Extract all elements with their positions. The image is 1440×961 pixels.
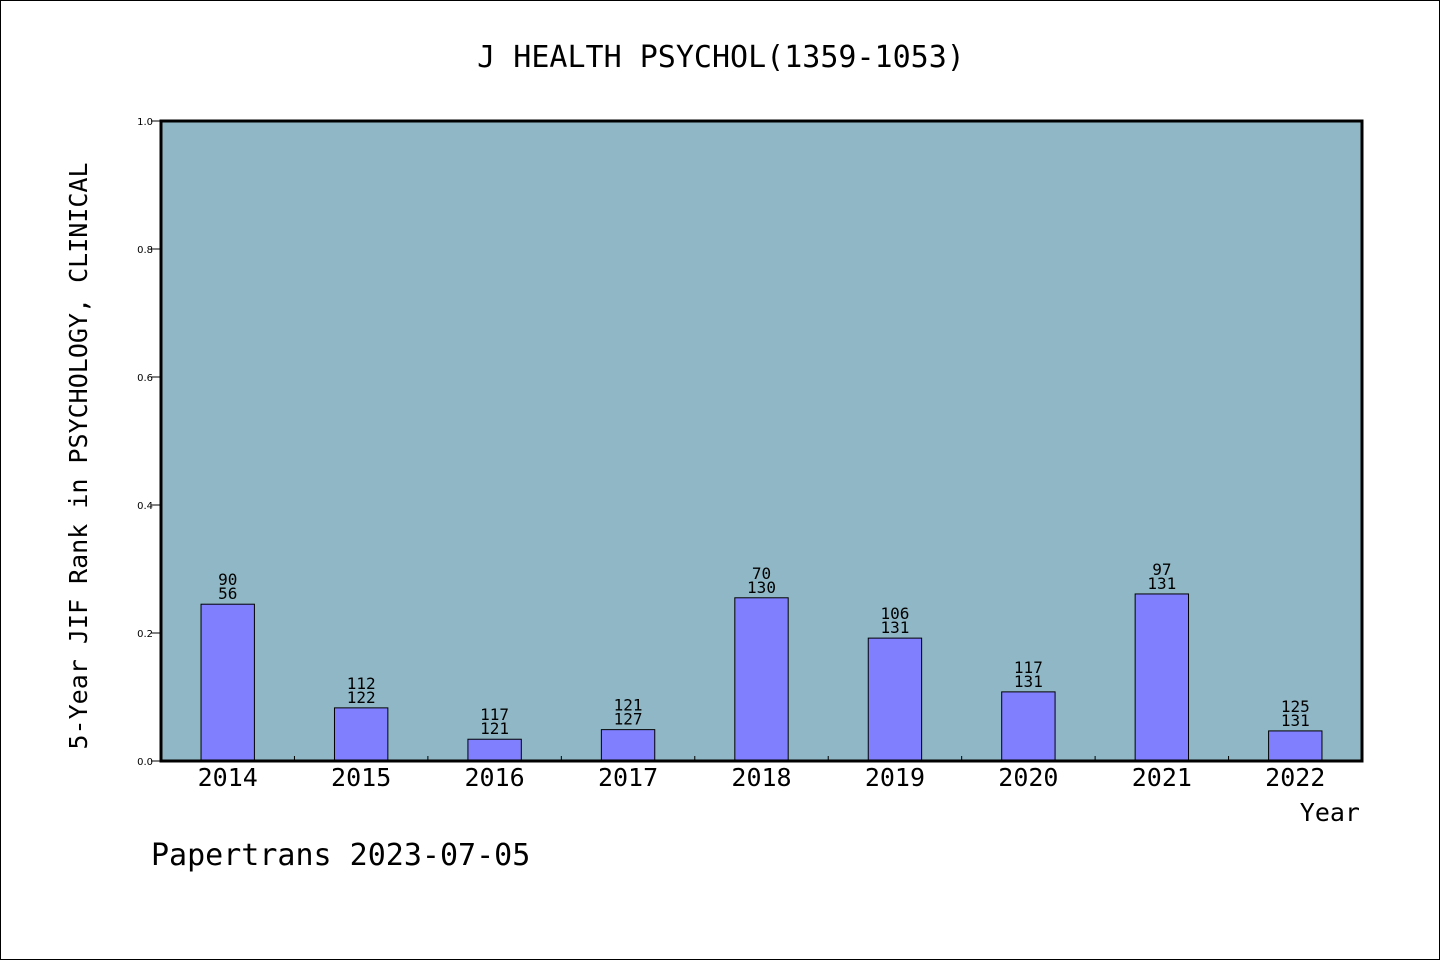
x-tick-label: 2019 (865, 763, 925, 792)
y-tick-label: 0.2 (137, 629, 153, 640)
bar-data-label: 97 (1152, 560, 1171, 579)
bar-data-label: 70 (752, 564, 771, 583)
bars-group (200, 593, 1323, 762)
bar-labels-group: 9056112122117121121127701301061311171319… (218, 560, 1310, 738)
bar-2015 (333, 707, 389, 762)
bar-data-label: 121 (614, 696, 643, 715)
x-tick-label: 2017 (598, 763, 658, 792)
x-tick-label: 2021 (1132, 763, 1192, 792)
bar-2020 (1001, 691, 1056, 762)
bar-2018 (734, 597, 789, 762)
bar-2017 (600, 729, 656, 762)
x-tick-label: 2014 (198, 763, 258, 792)
footer-credit: Papertrans 2023-07-05 (151, 838, 530, 873)
bar-data-label: 121 (480, 719, 509, 738)
bar-data-label: 131 (1281, 711, 1310, 730)
bar-data-label: 125 (1281, 697, 1310, 716)
bar-2019 (867, 637, 923, 762)
x-tick-label: 2022 (1265, 763, 1325, 792)
y-tick-label: 0.4 (137, 501, 153, 512)
y-tick-label: 0.8 (137, 245, 153, 256)
bar-data-label: 131 (880, 618, 909, 637)
bar-2016 (467, 738, 522, 762)
y-tick-label: 0.0 (137, 757, 153, 768)
y-tick-label: 1.0 (137, 117, 153, 128)
x-tick-label: 2020 (998, 763, 1058, 792)
chart-title: J HEALTH PSYCHOL(1359-1053) (477, 40, 965, 75)
x-axis-label: Year (1300, 798, 1360, 827)
x-tick-label: 2016 (465, 763, 525, 792)
x-tick-label: 2015 (331, 763, 391, 792)
y-axis-label: 5-Year JIF Rank in PSYCHOLOGY, CLINICAL (64, 163, 93, 750)
bar-data-label: 127 (614, 710, 643, 729)
bar-data-label: 122 (347, 688, 376, 707)
bar-data-label: 117 (1014, 658, 1043, 677)
bar-2014 (200, 603, 255, 762)
x-axis-ticks: 2014 2015 2016 2017 2018 2019 2020 2021 2022 (198, 756, 1325, 792)
bar-data-label: 131 (1014, 672, 1043, 691)
bar-data-label: 106 (880, 604, 909, 623)
bar-data-label: 112 (347, 674, 376, 693)
x-tick-label: 2018 (731, 763, 791, 792)
bar-2021 (1134, 593, 1190, 762)
bar-data-label: 131 (1147, 574, 1176, 593)
bar-data-label: 56 (218, 584, 237, 603)
bar-data-label: 90 (218, 570, 237, 589)
bar-2022 (1268, 730, 1323, 762)
plot-border (159, 119, 1364, 763)
bar-data-label: 117 (480, 705, 509, 724)
y-axis-ticks: 0.0 0.2 0.4 0.6 0.8 1.0 (137, 117, 161, 768)
bar-data-label: 130 (747, 578, 776, 597)
y-tick-label: 0.6 (137, 373, 153, 384)
